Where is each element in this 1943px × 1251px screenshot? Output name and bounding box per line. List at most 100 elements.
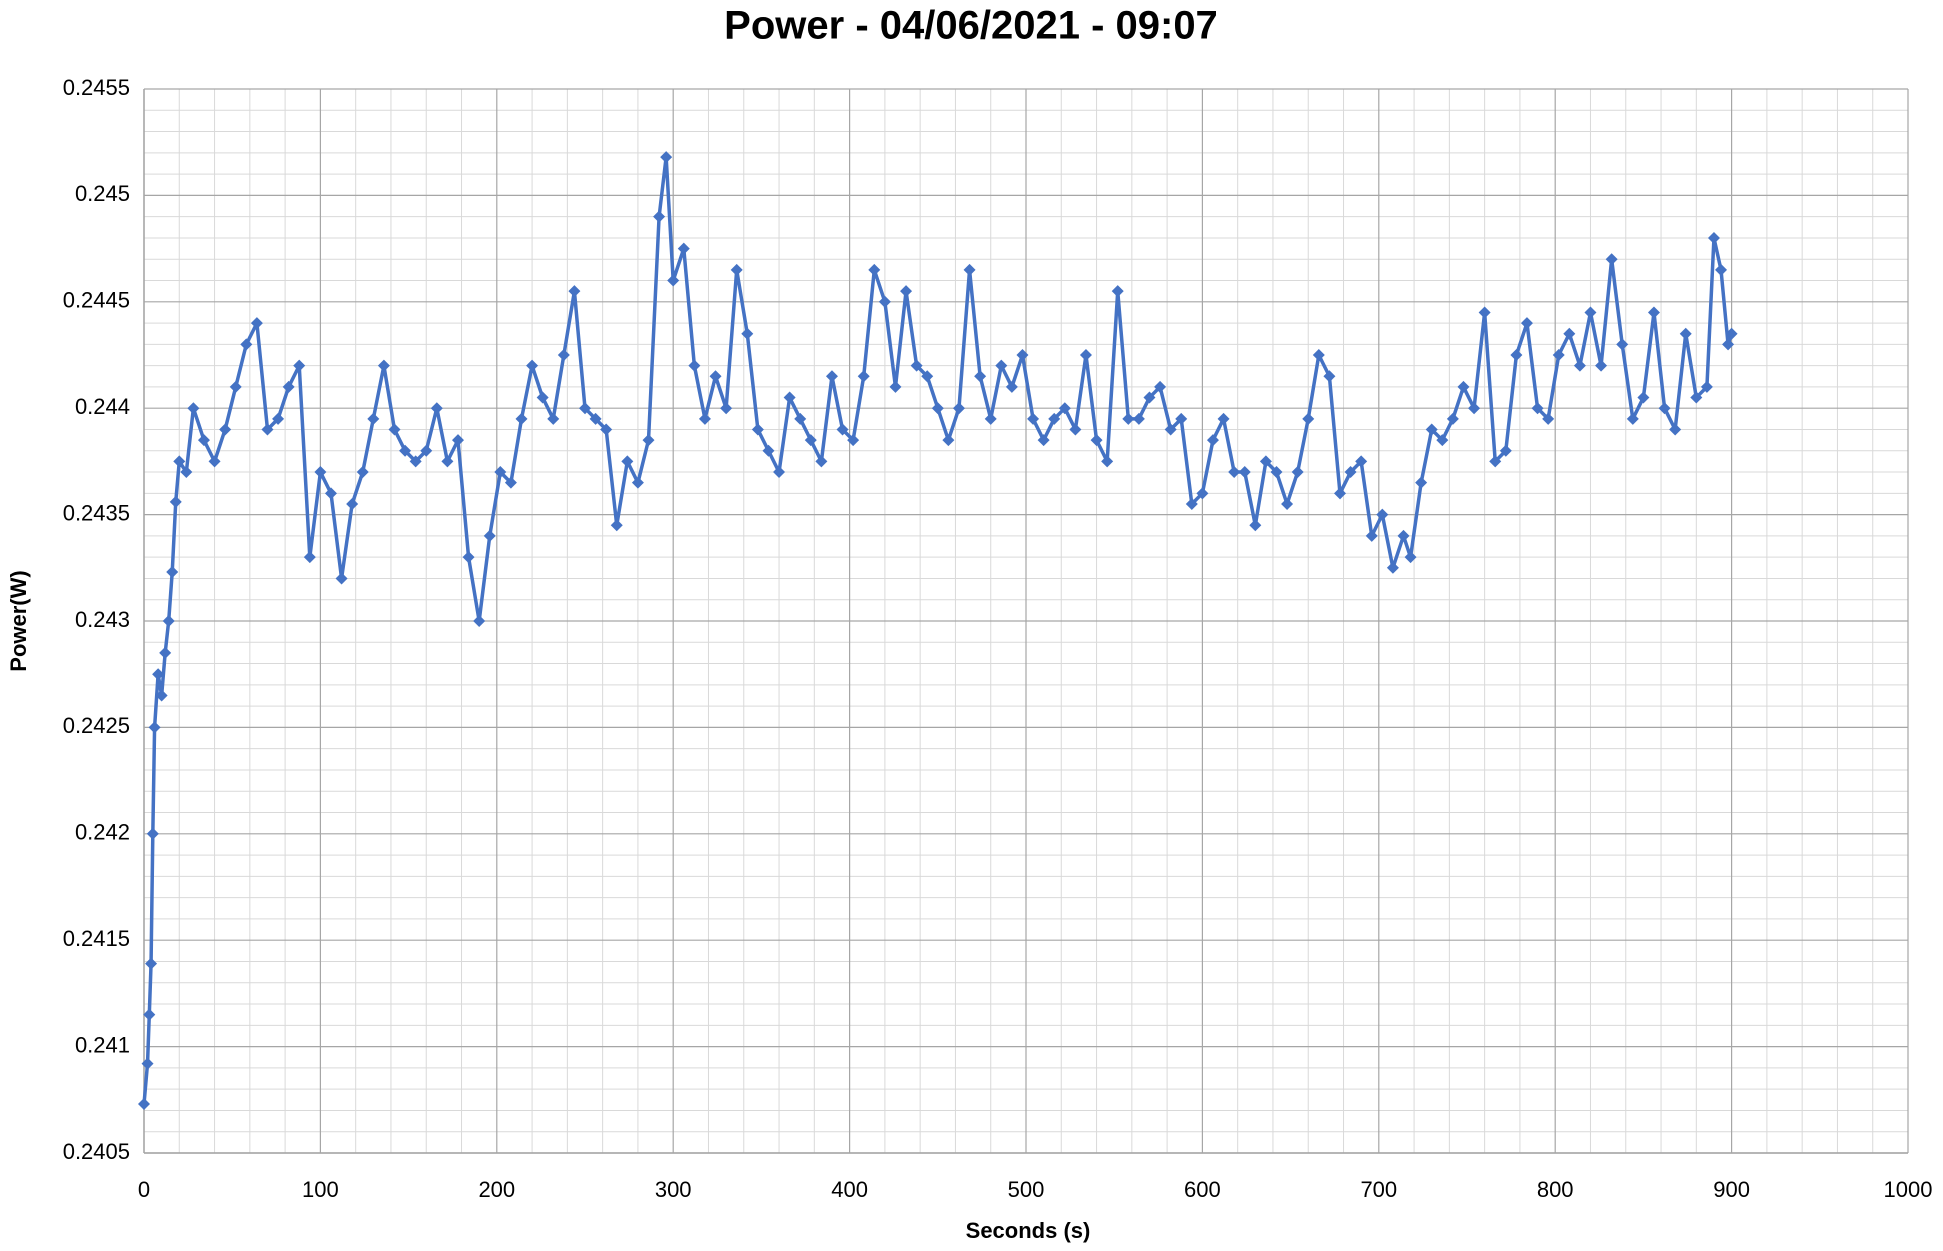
data-point (836, 423, 849, 436)
data-point (1355, 455, 1368, 468)
data-point (1344, 466, 1357, 479)
data-point (1312, 349, 1325, 361)
data-point (847, 434, 860, 447)
data-point (159, 646, 172, 659)
data-point (143, 1008, 156, 1021)
data-point (1175, 412, 1188, 425)
y-tick-label: 0.2425 (63, 713, 130, 738)
data-point (1584, 306, 1597, 319)
chart-title: Power - 04/06/2021 - 09:07 (724, 4, 1218, 48)
data-point (1111, 285, 1124, 298)
data-point (667, 274, 680, 287)
x-tick-label: 800 (1537, 1177, 1574, 1202)
y-tick-label: 0.243 (75, 607, 130, 632)
data-point (952, 402, 965, 415)
data-point (642, 434, 655, 447)
data-point (335, 572, 348, 585)
y-tick-label: 0.242 (75, 820, 130, 845)
data-point (653, 210, 666, 223)
x-tick-label: 300 (655, 1177, 692, 1202)
data-point (1397, 529, 1410, 542)
data-point (547, 412, 560, 425)
data-point (388, 423, 401, 436)
data-point (166, 566, 179, 579)
data-point (152, 668, 165, 681)
data-point (1404, 551, 1417, 564)
data-point (462, 551, 475, 564)
data-point (677, 242, 690, 255)
data-point (815, 455, 828, 468)
data-point (931, 402, 944, 415)
data-point (825, 370, 838, 383)
data-point (942, 434, 955, 447)
data-point (868, 263, 881, 276)
data-point (1700, 380, 1713, 393)
data-point (1722, 338, 1735, 351)
data-point (1626, 412, 1639, 425)
data-point (709, 370, 722, 383)
x-tick-label: 500 (1008, 1177, 1045, 1202)
data-point (1238, 466, 1251, 479)
data-point (660, 151, 673, 164)
data-point (526, 359, 539, 372)
data-point (1552, 349, 1565, 361)
data-point (1090, 434, 1103, 447)
y-tick-label: 0.2445 (63, 288, 130, 313)
data-point (1079, 349, 1092, 361)
data-point (857, 370, 870, 383)
data-point (155, 689, 168, 702)
x-tick-label: 1000 (1884, 1177, 1933, 1202)
data-point (1037, 434, 1050, 447)
data-point (579, 402, 591, 415)
data-point (250, 317, 263, 330)
data-point (324, 487, 337, 500)
data-point (610, 519, 623, 532)
x-tick-label: 200 (478, 1177, 515, 1202)
data-point (1217, 412, 1230, 425)
data-point (367, 412, 380, 425)
x-tick-label: 900 (1713, 1177, 1750, 1202)
data-point (1468, 402, 1481, 415)
data-point (1228, 466, 1241, 479)
data-point (162, 615, 175, 627)
data-point (783, 391, 796, 404)
data-point (900, 285, 913, 298)
data-point (148, 721, 161, 734)
data-point (441, 455, 454, 468)
data-point (1333, 487, 1346, 500)
data-point (169, 495, 182, 508)
data-point (730, 263, 743, 276)
data-point (146, 827, 159, 840)
data-line (142, 155, 1734, 1105)
data-point (1270, 466, 1283, 479)
y-tick-label: 0.241 (75, 1032, 130, 1057)
data-point (1259, 455, 1272, 468)
data-point (1005, 380, 1018, 393)
data-point (409, 455, 422, 468)
data-point (180, 466, 193, 479)
data-point (741, 327, 754, 340)
data-point (420, 444, 433, 457)
x-tick-label: 600 (1184, 1177, 1221, 1202)
data-point (515, 412, 528, 425)
x-tick-label: 700 (1360, 1177, 1397, 1202)
data-point (1489, 455, 1502, 468)
data-point (1365, 529, 1378, 542)
data-point (197, 434, 210, 447)
data-point (1154, 380, 1167, 393)
data-point (1499, 444, 1512, 457)
data-point (568, 285, 581, 298)
data-point (1573, 359, 1586, 372)
data-point (995, 359, 1008, 372)
data-point (921, 370, 934, 383)
data-point (229, 380, 242, 393)
data-point (377, 359, 390, 372)
data-point (984, 412, 997, 425)
data-point (1206, 434, 1219, 447)
data-point (504, 476, 517, 489)
data-point (1531, 402, 1544, 415)
data-point (751, 423, 764, 436)
data-point (219, 423, 232, 436)
